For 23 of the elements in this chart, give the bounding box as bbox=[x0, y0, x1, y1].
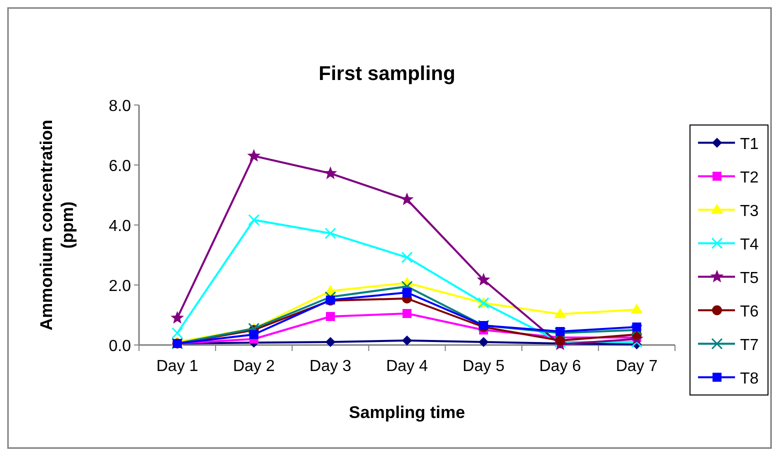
y-tick-label: 6.0 bbox=[108, 158, 132, 175]
legend-label: T3 bbox=[740, 202, 759, 220]
legend-label: T1 bbox=[740, 136, 759, 153]
x-tick-label: Day 3 bbox=[310, 358, 352, 375]
chart-title: First sampling bbox=[318, 63, 456, 85]
x-axis-title: Sampling time bbox=[348, 403, 466, 422]
y-tick-label: 4.0 bbox=[108, 218, 132, 235]
x-tick-label: Day 5 bbox=[462, 358, 505, 375]
y-axis-title: Ammonium concentration (ppm) bbox=[37, 120, 77, 330]
y-tick-label: 2.0 bbox=[108, 278, 132, 295]
x-tick-label: Day 4 bbox=[386, 358, 428, 375]
x-tick-label: Day 1 bbox=[156, 358, 198, 375]
legend-label: T2 bbox=[740, 169, 759, 186]
y-tick-label: 8.0 bbox=[108, 98, 132, 115]
legend-label: T7 bbox=[740, 336, 759, 354]
legend-label: T4 bbox=[740, 236, 759, 254]
x-tick-label: Day 7 bbox=[616, 358, 658, 375]
legend-label: T8 bbox=[740, 370, 759, 388]
legend-label: T6 bbox=[740, 303, 759, 320]
x-tick-label: Day 2 bbox=[232, 358, 275, 375]
y-tick-label: 0.0 bbox=[108, 338, 132, 355]
x-tick-label: Day 6 bbox=[539, 358, 582, 375]
legend-label: T5 bbox=[740, 270, 759, 287]
